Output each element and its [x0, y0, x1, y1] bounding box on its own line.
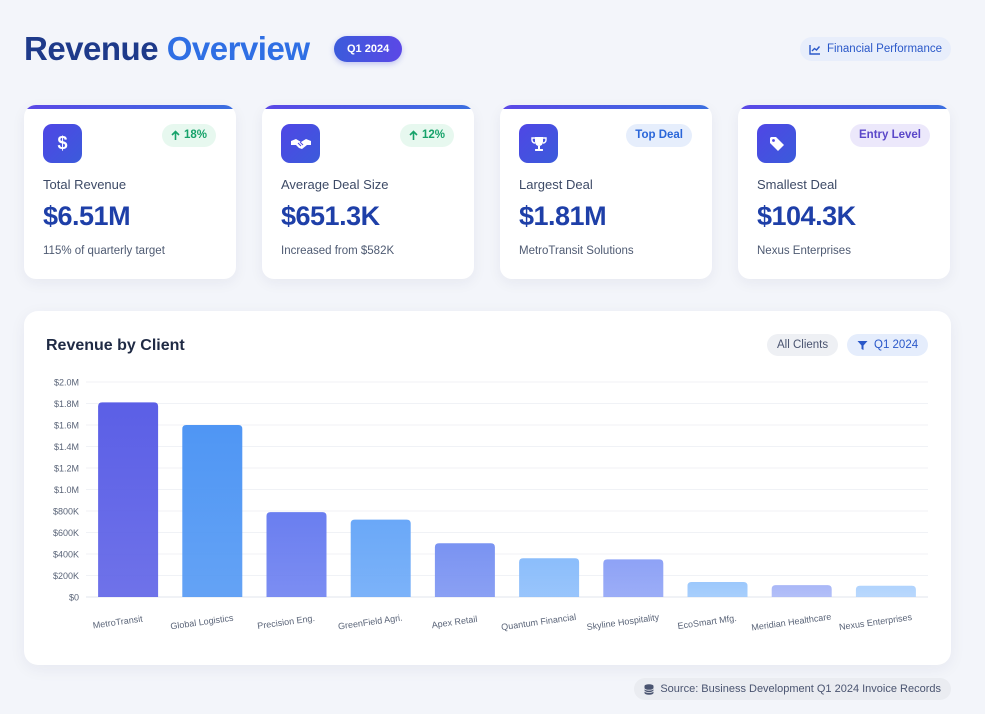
x-tick-label: Quantum Financial [501, 612, 577, 632]
kpi-card-average-deal: 12% Average Deal Size $651.3K Increased … [262, 105, 474, 279]
period-filter-button[interactable]: Q1 2024 [847, 334, 929, 356]
kpi-subtext: 115% of quarterly target [43, 245, 165, 257]
bar-quantum-financial[interactable] [519, 558, 580, 597]
y-tick-label: $2.0M [54, 378, 79, 388]
trophy-icon [519, 124, 558, 163]
filter-icon [857, 340, 868, 350]
arrow-up-icon [409, 130, 418, 140]
page-title-part2: Overview [166, 30, 310, 67]
kpi-value: $104.3K [757, 201, 856, 231]
kpi-value: $6.51M [43, 201, 131, 231]
y-tick-label: $800K [53, 507, 79, 517]
database-icon [644, 683, 655, 695]
page-title-part1: Revenue [24, 30, 159, 67]
growth-value: 12% [421, 129, 445, 141]
bar-apex-retail[interactable] [434, 543, 495, 597]
bar-meridian-healthcare[interactable] [771, 585, 832, 597]
period-filter-label: Q1 2024 [874, 339, 919, 351]
y-tick-label: $1.2M [54, 464, 79, 474]
growth-badge: 18% [161, 124, 216, 147]
kpi-value: $651.3K [281, 201, 380, 231]
page-header: Revenue Overview Q1 2024 Financial Perfo… [24, 30, 951, 70]
x-tick-label: MetroTransit [92, 614, 144, 631]
kpi-card-smallest-deal: Entry Level Smallest Deal $104.3K Nexus … [738, 105, 950, 279]
bar-global-logistics[interactable] [182, 425, 243, 597]
growth-value: 18% [183, 129, 207, 141]
tag-icon [757, 124, 796, 163]
kpi-card-total-revenue: $ 18% Total Revenue $6.51M 115% of quart… [24, 105, 236, 279]
x-tick-label: Meridian Healthcare [751, 611, 832, 632]
line-chart-icon [809, 44, 820, 55]
x-tick-label: EcoSmart Mfg. [677, 613, 737, 631]
kpi-subtext: MetroTransit Solutions [519, 245, 634, 257]
bar-precision-eng[interactable] [266, 512, 327, 597]
revenue-bar-chart: $0 $200K $400K $600K $800K $1.0M $1.2M $1.4M $1.… [53, 378, 928, 633]
category-label: Financial Performance [826, 43, 942, 55]
kpi-label: Total Revenue [43, 177, 127, 192]
period-badge: Q1 2024 [334, 36, 403, 62]
growth-badge: 12% [399, 124, 454, 147]
all-clients-filter-button[interactable]: All Clients [767, 334, 839, 356]
x-tick-label: Nexus Enterprises [838, 612, 913, 632]
chart-title: Revenue by Client [46, 337, 185, 354]
x-tick-label: Global Logistics [170, 613, 235, 632]
kpi-label: Average Deal Size [281, 177, 389, 192]
page-title: Revenue Overview [24, 30, 310, 68]
dollar-icon: $ [43, 124, 82, 163]
y-tick-label: $1.8M [54, 399, 79, 409]
x-tick-label: GreenField Agri. [337, 613, 403, 632]
kpi-subtext: Nexus Enterprises [757, 245, 851, 257]
arrow-up-icon [171, 130, 180, 140]
y-tick-label: $400K [53, 550, 79, 560]
deal-badge: Top Deal [626, 124, 692, 147]
x-tick-label: Apex Retail [431, 614, 478, 630]
kpi-card-largest-deal: Top Deal Largest Deal $1.81M MetroTransi… [500, 105, 712, 279]
kpi-cards: $ 18% Total Revenue $6.51M 115% of quart… [24, 105, 951, 279]
y-tick-label: $1.6M [54, 421, 79, 431]
x-tick-label: Skyline Hospitality [586, 612, 660, 632]
handshake-icon [281, 124, 320, 163]
y-tick-label: $600K [53, 528, 79, 538]
y-tick-label: $1.0M [54, 485, 79, 495]
bar-ecosmart-mfg[interactable] [687, 581, 748, 597]
x-tick-label: Precision Eng. [257, 613, 316, 631]
category-badge: Financial Performance [799, 37, 951, 61]
y-tick-label: $200K [53, 571, 79, 581]
deal-badge: Entry Level [850, 124, 930, 147]
kpi-subtext: Increased from $582K [281, 245, 395, 257]
bar-metrotransit[interactable] [98, 402, 159, 597]
source-note: Source: Business Development Q1 2024 Inv… [634, 678, 951, 700]
kpi-value: $1.81M [519, 201, 607, 231]
y-tick-label: $0 [69, 593, 79, 603]
kpi-label: Largest Deal [519, 177, 593, 192]
bar-greenfield-agri[interactable] [350, 519, 411, 597]
source-text: Source: Business Development Q1 2024 Inv… [660, 683, 941, 695]
revenue-chart-panel: $0 $200K $400K $600K $800K $1.0M $1.2M $1.4M $1.… [24, 311, 951, 665]
bar-skyline-hospitality[interactable] [603, 559, 664, 597]
kpi-label: Smallest Deal [757, 177, 838, 192]
y-tick-label: $1.4M [54, 442, 79, 452]
bar-nexus-enterprises[interactable] [855, 585, 916, 597]
